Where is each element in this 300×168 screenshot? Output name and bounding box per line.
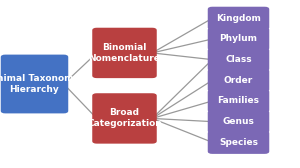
Text: Genus: Genus [223,117,254,126]
FancyBboxPatch shape [1,55,68,113]
Text: Broad
Categorization: Broad Categorization [87,108,162,129]
FancyBboxPatch shape [208,27,269,51]
Text: Class: Class [225,55,252,64]
FancyBboxPatch shape [92,93,157,144]
FancyBboxPatch shape [92,28,157,78]
FancyBboxPatch shape [208,69,269,92]
Text: Binomial
Nomenclature: Binomial Nomenclature [88,43,160,63]
FancyBboxPatch shape [208,131,269,154]
Text: Kingdom: Kingdom [216,14,261,23]
FancyBboxPatch shape [208,89,269,113]
Text: Species: Species [219,138,258,147]
FancyBboxPatch shape [208,48,269,71]
Text: Families: Families [218,96,260,106]
FancyBboxPatch shape [208,110,269,133]
Text: Order: Order [224,76,253,85]
FancyBboxPatch shape [208,7,269,30]
Text: Phylum: Phylum [220,34,257,44]
Text: Animal Taxonomy
Hierarchy: Animal Taxonomy Hierarchy [0,74,79,94]
